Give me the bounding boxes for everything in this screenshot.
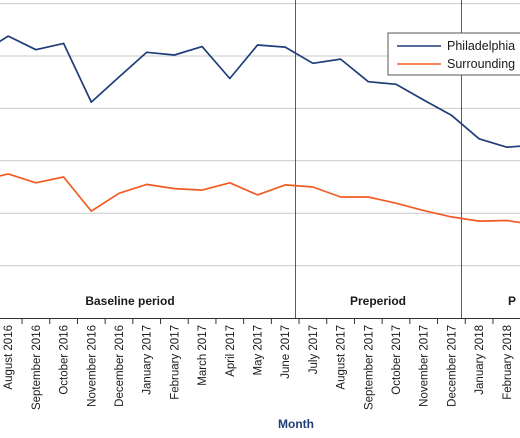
x-tick-label: September 2016	[31, 325, 43, 410]
x-tick-label: August 2017	[336, 325, 348, 390]
x-tick-label: April 2017	[225, 325, 237, 377]
x-tick-label: March 2017	[197, 325, 209, 386]
period-labels: Baseline period Preperiod P	[85, 294, 516, 308]
x-tick-label: October 2016	[59, 325, 71, 395]
period-label: P	[508, 294, 516, 308]
x-tick-label: October 2017	[391, 325, 403, 395]
period-label: Preperiod	[350, 294, 406, 308]
x-tick-label: December 2017	[446, 325, 458, 407]
legend-label-surrounding: Surrounding	[447, 57, 515, 71]
x-tick-label: February 2018	[502, 325, 514, 400]
series-line-surrounding	[0, 173, 520, 224]
x-tick-label: December 2016	[114, 325, 126, 407]
x-tick-label: January 2017	[142, 325, 154, 395]
x-tick-label: July 2017	[308, 325, 320, 374]
x-tick-label: November 2016	[86, 325, 98, 407]
x-tick-label: September 2017	[363, 325, 375, 410]
x-axis-title: Month	[278, 417, 314, 431]
x-tick-label: November 2017	[419, 325, 431, 407]
x-tick-label: August 2016	[3, 325, 15, 390]
period-label: Baseline period	[85, 294, 174, 308]
x-tick-label: June 2017	[280, 325, 292, 379]
legend-label-philadelphia: Philadelphia	[447, 39, 515, 53]
legend-box	[387, 32, 520, 76]
x-tick-label: February 2017	[169, 325, 181, 400]
legend: Philadelphia Surrounding	[387, 32, 520, 76]
series-line-philadelphia	[0, 35, 520, 149]
x-tick-label: January 2018	[474, 325, 486, 395]
series-lines	[0, 35, 520, 224]
x-tick-label: May 2017	[253, 325, 265, 376]
grid-lines	[0, 3, 520, 267]
